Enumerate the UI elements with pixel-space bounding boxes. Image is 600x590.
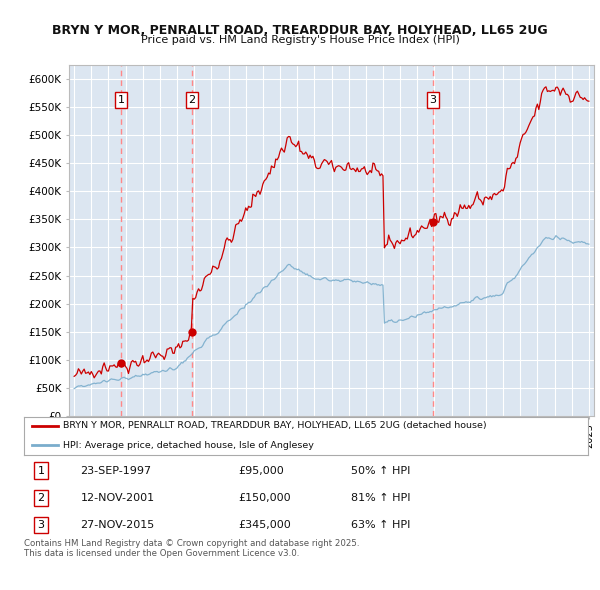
Text: 1: 1	[37, 466, 44, 476]
Text: 50% ↑ HPI: 50% ↑ HPI	[351, 466, 410, 476]
Text: 81% ↑ HPI: 81% ↑ HPI	[351, 493, 410, 503]
Text: 2: 2	[188, 95, 196, 104]
Text: BRYN Y MOR, PENRALLT ROAD, TREARDDUR BAY, HOLYHEAD, LL65 2UG (detached house): BRYN Y MOR, PENRALLT ROAD, TREARDDUR BAY…	[64, 421, 487, 431]
Text: 63% ↑ HPI: 63% ↑ HPI	[351, 520, 410, 530]
Text: Price paid vs. HM Land Registry's House Price Index (HPI): Price paid vs. HM Land Registry's House …	[140, 35, 460, 45]
Text: 3: 3	[430, 95, 437, 104]
Text: 2: 2	[37, 493, 44, 503]
Text: 27-NOV-2015: 27-NOV-2015	[80, 520, 155, 530]
Text: Contains HM Land Registry data © Crown copyright and database right 2025.
This d: Contains HM Land Registry data © Crown c…	[24, 539, 359, 558]
Text: £95,000: £95,000	[238, 466, 284, 476]
Text: 1: 1	[118, 95, 124, 104]
Text: 12-NOV-2001: 12-NOV-2001	[80, 493, 155, 503]
Text: 3: 3	[37, 520, 44, 530]
Text: 23-SEP-1997: 23-SEP-1997	[80, 466, 152, 476]
Text: £150,000: £150,000	[238, 493, 291, 503]
Text: HPI: Average price, detached house, Isle of Anglesey: HPI: Average price, detached house, Isle…	[64, 441, 314, 450]
Text: £345,000: £345,000	[238, 520, 291, 530]
Text: BRYN Y MOR, PENRALLT ROAD, TREARDDUR BAY, HOLYHEAD, LL65 2UG: BRYN Y MOR, PENRALLT ROAD, TREARDDUR BAY…	[52, 24, 548, 37]
